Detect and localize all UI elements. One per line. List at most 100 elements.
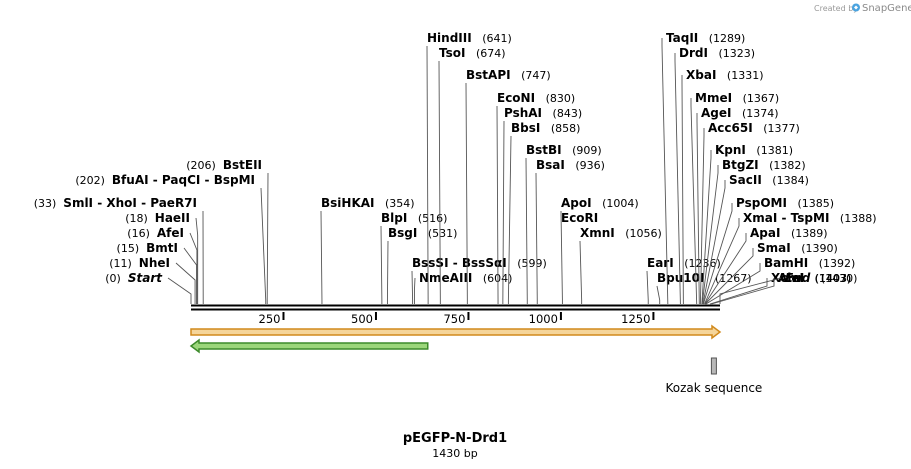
enzyme-label-bsssi-bsss-i[interactable]: BssSI - BssSαI (599) xyxy=(412,256,547,270)
enzyme-site-smai[interactable]: SmaI (1390) xyxy=(704,241,838,305)
enzyme-site-xbai[interactable]: XbaI (1331) xyxy=(681,68,763,305)
enzyme-label-bsgi[interactable]: BsgI (531) xyxy=(388,226,457,240)
enzyme-site-bsai[interactable]: BsaI (936) xyxy=(535,158,605,304)
enzyme-site-econi[interactable]: EcoNI (830) xyxy=(496,91,575,304)
enzyme-site-kpni[interactable]: KpnI (1381) xyxy=(701,143,793,305)
enzyme-leader-line xyxy=(579,240,583,304)
enzyme-separator: - xyxy=(137,196,150,210)
enzyme-site-haeii[interactable]: (18) HaeII xyxy=(125,211,199,304)
enzyme-label-bstapi[interactable]: BstAPI (747) xyxy=(466,68,551,82)
enzyme-site-end[interactable]: End (1430) xyxy=(719,271,857,304)
enzyme-label-bmti[interactable]: (15) BmtI xyxy=(117,241,178,255)
enzyme-label-pshai[interactable]: PshAI (843) xyxy=(504,106,582,120)
enzyme-leader-line xyxy=(646,270,649,304)
enzyme-label-end[interactable]: End (1430) xyxy=(785,271,857,285)
enzyme-site-alei[interactable]: AleI (1407) xyxy=(711,271,851,305)
enzyme-label-taqii[interactable]: TaqII (1289) xyxy=(666,31,745,45)
ruler: 250 500 750 1000 1250 xyxy=(259,312,655,326)
enzyme-label-blpi[interactable]: BlpI (516) xyxy=(381,211,447,225)
enzyme-site-bsteii[interactable]: (206) BstEII xyxy=(186,158,269,304)
enzyme-label-bsihkai[interactable]: BsiHKAI (354) xyxy=(321,196,415,210)
enzyme-name: BstAPI xyxy=(466,68,511,82)
enzyme-label-sacii[interactable]: SacII (1384) xyxy=(729,173,809,187)
enzyme-label-nmeaiii[interactable]: NmeAIII (604) xyxy=(419,271,512,285)
enzyme-label-pspomi[interactable]: PspOMI (1385) xyxy=(736,196,834,210)
enzyme-site-apai[interactable]: ApaI (1389) xyxy=(704,226,828,305)
enzyme-label-ecori[interactable]: EcoRI xyxy=(561,211,598,225)
enzyme-label-alei[interactable]: AleI (1407) xyxy=(778,271,851,285)
enzyme-site-bfuai-paqci-bspmi[interactable]: (202) BfuAI - PaqCI - BspMI xyxy=(75,173,267,304)
enzyme-label-bfuai-paqci-bspmi[interactable]: (202) BfuAI - PaqCI - BspMI xyxy=(75,173,255,187)
enzyme-site-xmni[interactable]: XmnI (1056) xyxy=(579,226,662,304)
enzyme-leader-line xyxy=(525,157,528,304)
enzyme-site-mmei[interactable]: MmeI (1367) xyxy=(690,91,779,305)
enzyme-site-hindiii[interactable]: HindIII (641) xyxy=(426,31,512,304)
enzyme-label-econi[interactable]: EcoNI (830) xyxy=(497,91,575,105)
enzyme-site-pshai[interactable]: PshAI (843) xyxy=(502,106,582,304)
reverse-feature-arrow[interactable] xyxy=(189,338,429,354)
enzyme-site-bsgi[interactable]: BsgI (531) xyxy=(386,226,457,304)
enzyme-site-nhei[interactable]: (11) NheI xyxy=(109,256,196,304)
enzyme-site-xmai-tspmi[interactable]: XmaI - TspMI (1388) xyxy=(704,211,876,305)
enzyme-site-btgzi[interactable]: BtgZI (1382) xyxy=(701,158,806,305)
enzyme-label-xcmi[interactable]: XcmI (1403) xyxy=(771,271,851,285)
enzyme-site-taqii[interactable]: TaqII (1289) xyxy=(661,31,745,305)
enzyme-position: (936) xyxy=(575,159,605,172)
enzyme-label-agei[interactable]: AgeI (1374) xyxy=(701,106,779,120)
enzyme-label-bsai[interactable]: BsaI (936) xyxy=(536,158,605,172)
enzyme-site-bsssi-bsss-i[interactable]: BssSI - BssSαI (599) xyxy=(411,256,547,304)
enzyme-site-drdi[interactable]: DrdI (1323) xyxy=(674,46,755,305)
enzyme-site-tsoi[interactable]: TsoI (674) xyxy=(438,46,506,304)
enzyme-label-apoi[interactable]: ApoI (1004) xyxy=(561,196,639,210)
enzyme-label-drdi[interactable]: DrdI (1323) xyxy=(679,46,755,60)
enzyme-name: BsgI xyxy=(388,226,417,240)
enzyme-site-smli-xhoi-paer7i[interactable]: (33) SmlI - XhoI - PaeR7I xyxy=(34,196,204,304)
enzyme-label-xmni[interactable]: XmnI (1056) xyxy=(580,226,662,240)
enzyme-site-bstapi[interactable]: BstAPI (747) xyxy=(465,68,551,304)
enzyme-name: BspMI xyxy=(214,173,255,187)
enzyme-label-bsteii[interactable]: (206) BstEII xyxy=(186,158,262,172)
enzyme-label-acc65i[interactable]: Acc65I (1377) xyxy=(708,121,800,135)
enzyme-label-apai[interactable]: ApaI (1389) xyxy=(750,226,828,240)
enzyme-label-haeii[interactable]: (18) HaeII xyxy=(125,211,190,225)
enzyme-position: (1385) xyxy=(797,197,834,210)
enzyme-label-nhei[interactable]: (11) NheI xyxy=(109,256,170,270)
enzyme-position: (1331) xyxy=(727,69,764,82)
enzyme-site-nmeaiii[interactable]: NmeAIII (604) xyxy=(413,271,512,304)
enzyme-site-afei[interactable]: (16) AfeI xyxy=(127,226,198,304)
enzyme-site-acc65i[interactable]: Acc65I (1377) xyxy=(699,121,800,305)
enzyme-site-bstbi[interactable]: BstBI (909) xyxy=(525,143,602,304)
enzyme-site-bsihkai[interactable]: BsiHKAI (354) xyxy=(320,196,415,304)
enzyme-site-start[interactable]: (0) Start xyxy=(105,271,192,304)
enzyme-leader-line xyxy=(681,75,684,305)
enzyme-label-bstbi[interactable]: BstBI (909) xyxy=(526,143,602,157)
enzyme-site-sacii[interactable]: SacII (1384) xyxy=(702,173,809,305)
enzyme-label-kpni[interactable]: KpnI (1381) xyxy=(715,143,793,157)
kozak-sequence-feature-box[interactable] xyxy=(710,357,717,375)
enzyme-leader-line xyxy=(438,60,441,304)
enzyme-label-bamhi[interactable]: BamHI (1392) xyxy=(764,256,855,270)
enzyme-label-smai[interactable]: SmaI (1390) xyxy=(757,241,838,255)
enzyme-site-ecori[interactable]: EcoRI xyxy=(561,211,598,225)
forward-feature-arrow[interactable] xyxy=(190,324,722,340)
enzyme-site-pspomi[interactable]: PspOMI (1385) xyxy=(702,196,834,305)
enzyme-site-bamhi[interactable]: BamHI (1392) xyxy=(705,256,855,305)
enzyme-label-btgzi[interactable]: BtgZI (1382) xyxy=(722,158,806,172)
enzyme-site-xcmi[interactable]: XcmI (1403) xyxy=(709,271,851,305)
enzyme-label-start[interactable]: (0) Start xyxy=(105,271,163,285)
enzyme-leader-line xyxy=(696,113,700,305)
enzyme-label-xbai[interactable]: XbaI (1331) xyxy=(686,68,763,82)
enzyme-label-xmai-tspmi[interactable]: XmaI - TspMI (1388) xyxy=(743,211,876,225)
enzyme-leader-line xyxy=(465,82,468,304)
enzyme-label-hindiii[interactable]: HindIII (641) xyxy=(427,31,512,45)
enzyme-label-bbsi[interactable]: BbsI (858) xyxy=(511,121,580,135)
enzyme-site-apoi[interactable]: ApoI (1004) xyxy=(560,196,639,304)
enzyme-site-agei[interactable]: AgeI (1374) xyxy=(696,106,779,305)
enzyme-label-smli-xhoi-paer7i[interactable]: (33) SmlI - XhoI - PaeR7I xyxy=(34,196,197,210)
enzyme-label-bpu10i[interactable]: Bpu10I (1267) xyxy=(657,271,752,285)
enzyme-label-mmei[interactable]: MmeI (1367) xyxy=(695,91,779,105)
enzyme-site-bbsi[interactable]: BbsI (858) xyxy=(507,121,580,304)
enzyme-label-tsoi[interactable]: TsoI (674) xyxy=(439,46,506,60)
enzyme-label-afei[interactable]: (16) AfeI xyxy=(127,226,184,240)
enzyme-position: (18) xyxy=(125,212,148,225)
